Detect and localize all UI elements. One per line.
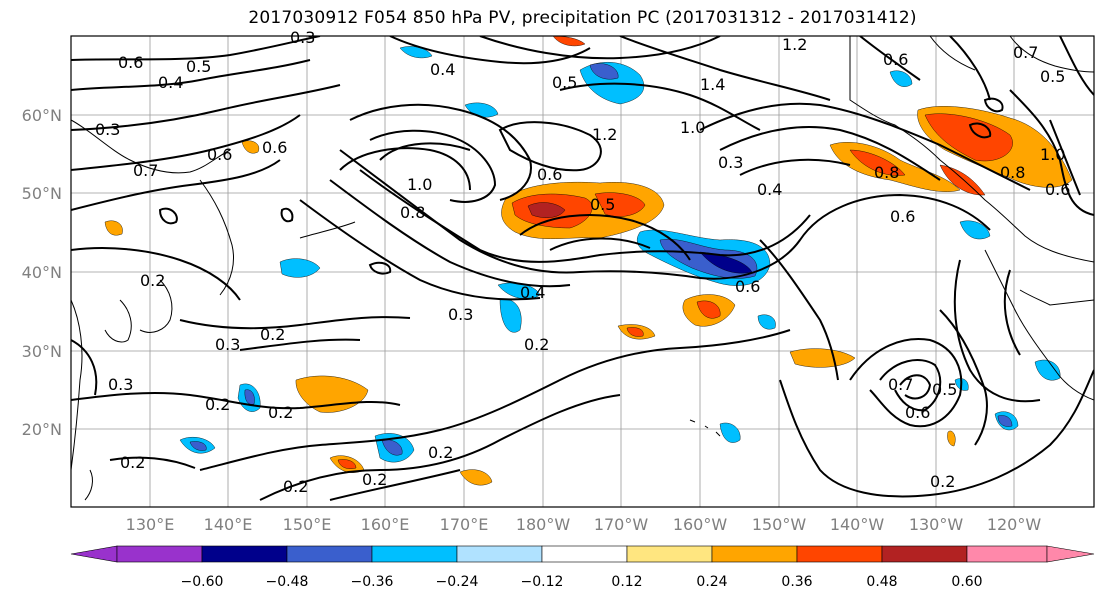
contour-label: 0.6 bbox=[207, 145, 232, 164]
colorbar-tick-label: 0.48 bbox=[866, 574, 897, 590]
contour-label: 0.3 bbox=[448, 305, 473, 324]
colorbar-tick-label: 0.12 bbox=[611, 574, 642, 590]
lon-label: 120°W bbox=[987, 515, 1042, 534]
lon-label: 130°E bbox=[126, 515, 175, 534]
contour-label: 0.5 bbox=[1040, 67, 1065, 86]
colorbar-bin bbox=[626, 545, 713, 563]
contour-label: 0.5 bbox=[590, 195, 615, 214]
contour-label: 0.5 bbox=[552, 73, 577, 92]
longitude-labels: 130°E 140°E 150°E 160°E 170°E 180°W 170°… bbox=[126, 515, 1042, 534]
contour-label: 0.3 bbox=[215, 335, 240, 354]
lat-label: 40°N bbox=[22, 263, 62, 282]
contour-label: 0.6 bbox=[537, 165, 562, 184]
contour-label: 0.8 bbox=[400, 203, 425, 222]
contour-label: 0.4 bbox=[757, 180, 782, 199]
contour-label: 0.7 bbox=[133, 161, 158, 180]
contour-label: 1.2 bbox=[782, 35, 807, 54]
colorbar-tick-label: −0.12 bbox=[521, 574, 564, 590]
contour-label: 0.2 bbox=[268, 403, 293, 422]
contour-label: 0.3 bbox=[718, 153, 743, 172]
lon-label: 170°W bbox=[594, 515, 649, 534]
map-border bbox=[70, 35, 1095, 508]
lat-label: 20°N bbox=[22, 420, 62, 439]
contour-label: 0.7 bbox=[888, 375, 913, 394]
contour-label: 0.3 bbox=[108, 375, 133, 394]
contour-label: 0.5 bbox=[186, 57, 211, 76]
colorbar-bin bbox=[881, 545, 968, 563]
contour-label: 0.5 bbox=[932, 380, 957, 399]
contour-label: 0.2 bbox=[930, 472, 955, 491]
lat-label: 60°N bbox=[22, 106, 62, 125]
colorbar bbox=[70, 545, 1095, 563]
contour-label: 0.3 bbox=[95, 120, 120, 139]
lon-label: 180°W bbox=[516, 515, 571, 534]
contour-label: 0.6 bbox=[883, 50, 908, 69]
coastlines bbox=[71, 36, 1094, 501]
colorbar-bin bbox=[371, 545, 458, 563]
colorbar-bin bbox=[201, 545, 288, 563]
lat-label: 50°N bbox=[22, 184, 62, 203]
contour-label: 0.2 bbox=[362, 470, 387, 489]
colorbar-tick-label: −0.24 bbox=[436, 574, 479, 590]
lon-label: 170°E bbox=[440, 515, 489, 534]
colorbar-bin bbox=[966, 545, 1048, 563]
lon-label: 140°W bbox=[830, 515, 885, 534]
lon-label: 150°E bbox=[283, 515, 332, 534]
contour-label: 0.2 bbox=[120, 453, 145, 472]
contour-label: 0.7 bbox=[1013, 43, 1038, 62]
contour-label: 0.2 bbox=[140, 271, 165, 290]
contour-label: 1.4 bbox=[700, 75, 725, 94]
contour-label: 0.2 bbox=[260, 325, 285, 344]
colorbar-tick-label: 0.36 bbox=[781, 574, 812, 590]
pv-contours bbox=[71, 36, 1094, 501]
colorbar-bin bbox=[541, 545, 628, 563]
lon-label: 160°E bbox=[361, 515, 410, 534]
contour-label: 1.2 bbox=[592, 125, 617, 144]
lon-label: 140°E bbox=[204, 515, 253, 534]
colorbar-bin bbox=[286, 545, 373, 563]
contour-label: 1.0 bbox=[407, 175, 432, 194]
map-title: 2017030912 F054 850 hPa PV, precipitatio… bbox=[248, 8, 917, 28]
colorbar-bin bbox=[796, 545, 883, 563]
contour-label: 0.6 bbox=[905, 403, 930, 422]
contour-label: 0.4 bbox=[158, 73, 183, 92]
colorbar-tick-label: −0.60 bbox=[181, 574, 224, 590]
colorbar-high-extension bbox=[1046, 545, 1095, 563]
colorbar-tick-label: 0.24 bbox=[696, 574, 727, 590]
colorbar-bin bbox=[116, 545, 203, 563]
lon-label: 130°W bbox=[909, 515, 964, 534]
contour-label: 0.6 bbox=[1045, 180, 1070, 199]
contour-label: 0.2 bbox=[283, 477, 308, 496]
colorbar-bin bbox=[456, 545, 543, 563]
colorbar-tick-label: 0.60 bbox=[951, 574, 982, 590]
contour-label: 0.8 bbox=[874, 163, 899, 182]
lon-label: 150°W bbox=[752, 515, 807, 534]
latitude-labels: 60°N 50°N 40°N 30°N 20°N bbox=[22, 106, 62, 439]
contour-label: 0.6 bbox=[890, 207, 915, 226]
contour-label: 0.4 bbox=[520, 283, 545, 302]
contour-label: 0.6 bbox=[735, 277, 760, 296]
contour-label: 0.2 bbox=[524, 335, 549, 354]
contour-label: 0.2 bbox=[205, 395, 230, 414]
colorbar-low-extension bbox=[70, 545, 118, 563]
contour-label: 0.8 bbox=[1000, 163, 1025, 182]
colorbar-ticks: −0.60 −0.48 −0.36 −0.24 −0.12 0.12 0.24 … bbox=[181, 574, 983, 590]
contour-label: 0.6 bbox=[262, 138, 287, 157]
contour-label: 0.6 bbox=[118, 53, 143, 72]
contour-labels: 0.3 0.6 0.4 0.5 0.3 0.7 0.6 0.6 0.4 0.5 … bbox=[95, 28, 1070, 496]
colorbar-tick-label: −0.48 bbox=[266, 574, 309, 590]
contour-label: 0.2 bbox=[428, 443, 453, 462]
contour-label: 1.0 bbox=[680, 118, 705, 137]
contour-label: 0.3 bbox=[290, 28, 315, 47]
lat-label: 30°N bbox=[22, 342, 62, 361]
colorbar-bin bbox=[711, 545, 798, 563]
lon-label: 160°W bbox=[673, 515, 728, 534]
contour-label: 1.0 bbox=[1040, 145, 1065, 164]
colorbar-tick-label: −0.36 bbox=[351, 574, 394, 590]
contour-label: 0.4 bbox=[430, 60, 455, 79]
